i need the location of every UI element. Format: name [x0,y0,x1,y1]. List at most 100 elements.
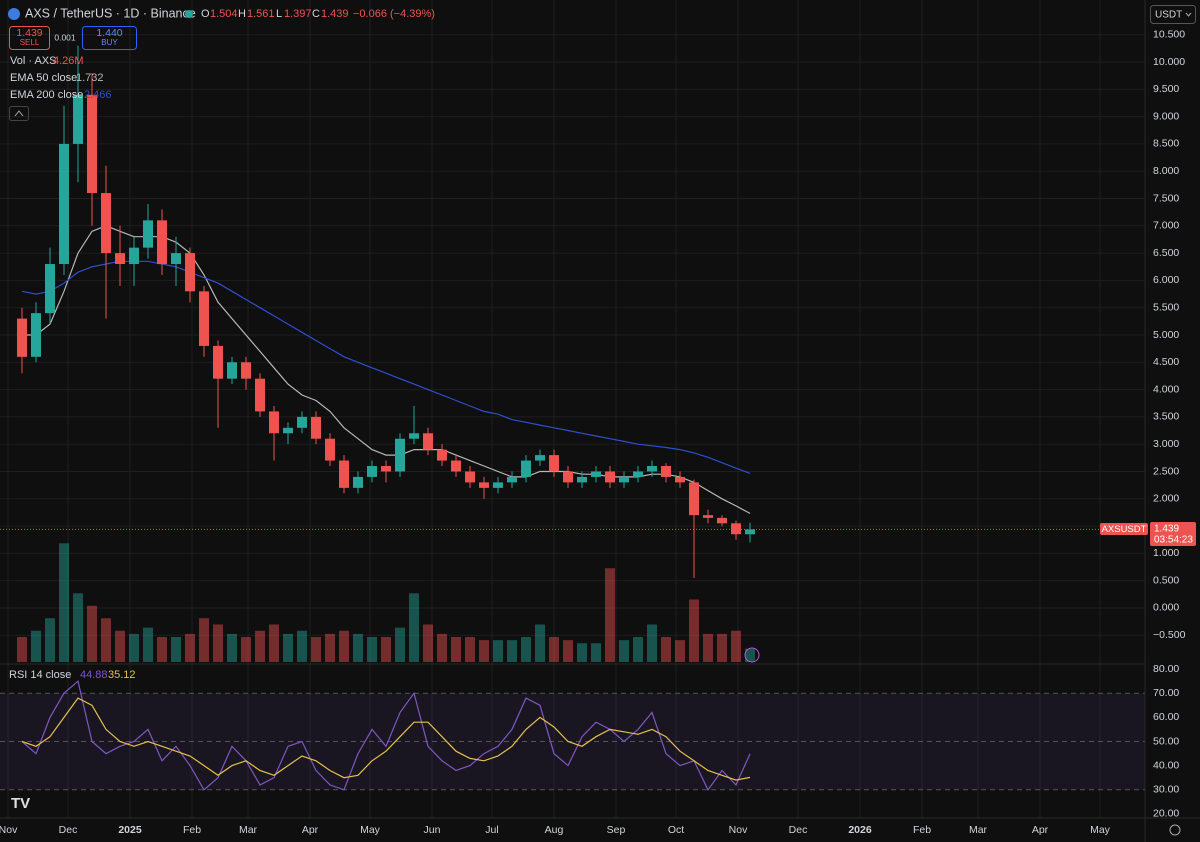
y-tick-label: 80.00 [1153,663,1179,675]
candle-body [157,220,167,265]
volume-bar [17,637,27,662]
candle-body [535,455,545,461]
ohlc-key: L [276,8,282,20]
candle-body [563,471,573,483]
volume-bar [45,618,55,662]
rsi-legend: RSI 14 close [9,669,71,681]
volume-bar [563,640,573,662]
x-tick-label: 2025 [118,824,142,836]
candle-body [549,455,559,472]
y-tick-label: 7.500 [1153,192,1179,204]
candle-body [717,517,727,524]
volume-bar [157,637,167,662]
sell-button[interactable] [9,26,50,50]
currency-selector[interactable] [1150,5,1196,24]
y-tick-label: 30.00 [1153,784,1179,796]
volume-bar [577,643,587,662]
candle-body [367,466,377,477]
volume-bar [507,640,517,662]
y-tick-label: 3.000 [1153,438,1179,450]
ema-legend: EMA 50 close [10,72,77,84]
y-tick-label: 0.000 [1153,602,1179,614]
volume-bar [87,605,97,662]
x-tick-label: Apr [1032,824,1049,836]
volume-legend: Vol · AXS [10,55,56,67]
buy-button[interactable] [82,26,137,50]
settings-icon[interactable] [1169,824,1181,836]
candle-body [605,471,615,483]
candle-body [521,460,531,477]
volume-bar [339,630,349,662]
x-tick-label: Aug [545,824,564,836]
volume-bar [549,637,559,662]
candle-body [661,466,671,477]
symbol[interactable]: AXS / TetherUS · 1D · Binance [25,6,196,20]
y-tick-label: 6.000 [1153,274,1179,286]
dropdown-icon [1185,12,1192,17]
volume-bar [675,640,685,662]
candle-body [283,427,293,434]
candle-body [213,345,223,379]
volume-bar [185,633,195,662]
market-status [185,10,193,18]
ema-legend: EMA 200 close [10,89,83,101]
plot [0,45,1145,791]
x-tick-label: Sep [607,824,626,836]
y-tick-label: 5.000 [1153,329,1179,341]
x-tick-label: Mar [969,824,988,836]
y-tick-label: 6.500 [1153,247,1179,259]
ohlc-key: C [312,8,320,20]
y-tick-label: 4.000 [1153,383,1179,395]
y-tick-label: 5.500 [1153,301,1179,313]
volume-bar [143,627,153,662]
candle-body [409,433,419,439]
volume-bar [115,630,125,662]
logo[interactable]: TV [11,795,30,812]
volume-bar [521,637,531,662]
candle-body [115,253,125,265]
x-tick-label: Dec [59,824,78,836]
volume-bar [241,637,251,662]
symbol-icon [8,8,20,20]
volume-bar [535,624,545,662]
volume-bar [689,599,699,662]
volume-bar [101,618,111,662]
candle-body [59,143,69,265]
volume-bar [451,637,461,662]
candle-body [143,220,153,248]
collapse-button[interactable] [9,106,29,121]
volume-bar [731,630,741,662]
volume-bar [661,637,671,662]
candle-body [101,193,111,254]
candle-body [437,449,447,461]
candle-body [689,482,699,516]
x-tick-label: Dec [789,824,808,836]
y-tick-label: 2.000 [1153,493,1179,505]
axes: 10.500 10.000 9.500 9.000 8.500 8.000 7.500 7.0… [0,29,1186,836]
series-line [21,697,751,781]
x-tick-label: Jun [424,824,441,836]
candle-body [423,433,433,450]
volume-bar [283,633,293,662]
y-tick-label: 3.500 [1153,411,1179,423]
series-line [21,260,751,474]
y-tick-label: 8.000 [1153,165,1179,177]
candle-body [577,476,587,483]
buy-price: 1.440 [96,27,122,39]
price-tag-symbol-bg [1100,523,1148,535]
flash-icon[interactable] [744,647,760,663]
candle-body [675,476,685,483]
price-tag-symbol: AXSUSDT [1102,524,1147,535]
ohlc-value: 1.504 [210,8,238,20]
y-tick-label: 4.500 [1153,356,1179,368]
x-tick-label: Nov [0,824,18,836]
y-tick-label: 0.500 [1153,574,1179,586]
candle-body [73,94,83,144]
sell-price: 1.439 [16,27,42,39]
candle-body [479,482,489,488]
ema-legend-value: 1.732 [76,72,104,84]
x-tick-label: May [1090,824,1111,836]
volume-bar [381,637,391,662]
